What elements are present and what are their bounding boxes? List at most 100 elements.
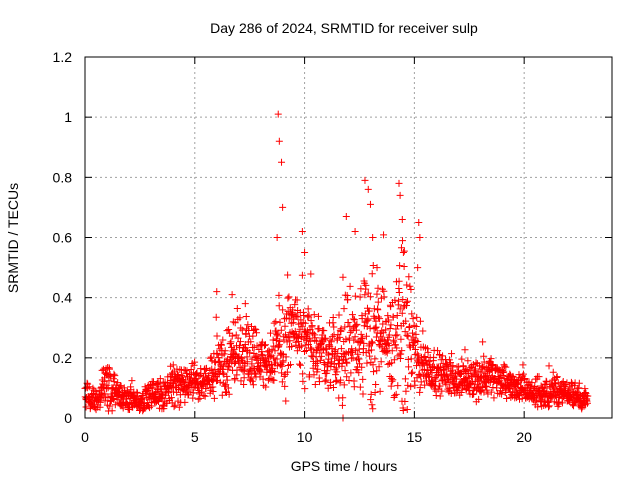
data-point [273,331,281,339]
data-point [219,336,227,344]
data-point [307,317,315,325]
data-point [468,363,476,371]
data-point [273,234,281,241]
data-point [273,362,281,370]
data-point [336,333,344,341]
data-point [425,372,433,380]
data-point [581,388,589,396]
data-point [404,356,412,364]
data-point [178,371,186,379]
data-point [519,361,527,369]
data-point [341,350,349,358]
data-point [293,296,301,304]
data-point [376,315,384,323]
data-point [405,273,413,281]
data-point [197,388,205,396]
data-point [337,325,345,333]
data-point [213,350,221,358]
data-point [442,381,450,389]
data-point [289,319,297,327]
data-point [304,305,312,313]
data-point [250,343,258,351]
data-point [191,358,199,366]
data-point [555,394,563,402]
data-point [397,350,405,358]
data-point [415,370,423,378]
data-point [213,288,221,296]
data-point [253,329,261,337]
data-point [224,362,232,370]
data-point [388,347,396,355]
data-point [398,309,406,317]
data-point [189,389,197,397]
data-point [467,379,475,387]
data-point [251,325,259,333]
data-point [206,389,214,397]
data-point [346,282,354,290]
data-point [322,334,330,342]
data-point [552,385,560,393]
data-point [408,310,416,318]
data-point [404,332,412,340]
data-point [270,319,278,327]
data-point [329,314,337,322]
data-point [409,329,417,337]
data-points [81,110,592,422]
data-point [385,331,393,339]
data-point [344,319,352,327]
data-point [392,332,400,340]
data-point [414,264,422,272]
data-point [101,390,109,398]
data-point [378,327,386,335]
data-point [314,312,322,320]
data-point [279,203,287,211]
data-point [240,381,248,389]
data-point [190,361,198,369]
data-point [109,375,117,383]
data-point [407,286,415,294]
data-point [333,368,341,376]
data-point [575,390,583,398]
data-point [274,329,282,337]
data-point [570,402,578,410]
data-point [284,271,292,279]
data-point [272,318,280,326]
data-point [543,384,551,392]
data-point [320,327,328,335]
data-point [217,361,225,369]
data-point [239,347,247,355]
data-point [436,351,444,359]
data-point [266,352,274,360]
data-point [275,302,283,310]
data-point [220,350,228,358]
data-point [294,337,302,345]
data-point [213,332,221,340]
y-tick-label: 0.8 [53,169,73,185]
data-point [356,293,364,301]
data-point [117,382,125,390]
data-point [331,346,339,354]
data-point [311,380,319,388]
axis-ticks: 0 0.2 0.4 0.6 0.8 1 1.2 0 5 10 15 20 [53,49,612,445]
data-point [382,326,390,334]
x-tick-label: 0 [81,429,89,445]
data-point [420,365,428,373]
data-point [393,344,401,352]
data-point [165,389,173,397]
data-point [422,356,430,364]
data-point [281,322,289,330]
data-point [261,341,269,349]
data-point [351,316,359,324]
data-point [246,349,254,357]
data-point [295,360,303,368]
data-point [489,360,497,368]
data-point [217,341,225,349]
data-point [515,371,523,379]
data-point [281,382,289,390]
data-point [376,387,384,395]
data-point [403,331,411,339]
data-point [570,399,578,407]
data-point [371,355,379,363]
data-point [271,368,279,376]
